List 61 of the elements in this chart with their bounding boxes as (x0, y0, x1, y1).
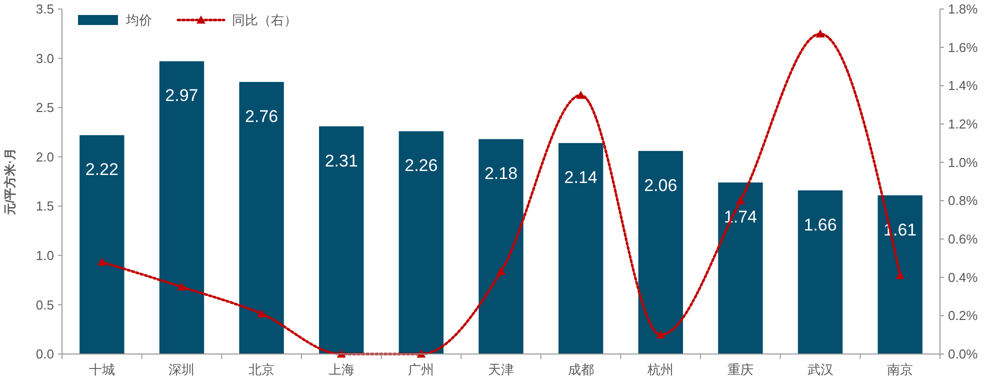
point (736, 196, 745, 204)
point (896, 270, 905, 280)
x-tick-label: 成都 (568, 362, 594, 377)
y2-tick-label: 0.2% (948, 308, 978, 324)
y2-tick-label: 1.6% (948, 40, 978, 55)
y2-tick-label: 0.4% (948, 270, 978, 285)
y-tick-label: 1.0 (36, 248, 54, 263)
point (496, 267, 506, 276)
x-tick-label: 武汉 (807, 362, 834, 377)
y2-tick-label: 1.8% (948, 2, 978, 17)
point (257, 309, 266, 318)
y2-tick-label: 0.6% (948, 232, 978, 247)
y-tick-label: 3.0 (36, 50, 54, 66)
y2-tick-label: 1.4% (948, 78, 978, 94)
y-tick-label: 3.5 (36, 2, 54, 17)
x-tick-label: 北京 (248, 362, 275, 377)
bar (478, 139, 524, 354)
x-tick-label: 南京 (887, 362, 914, 377)
y-tick-label: 2.5 (36, 100, 54, 116)
point (177, 282, 186, 291)
legend-label: 同比（右） (232, 12, 297, 28)
data-label: 2.97 (165, 86, 198, 106)
y2-tick-label: 0.0% (948, 346, 978, 362)
bar (558, 143, 604, 354)
data-label: 2.31 (324, 151, 358, 170)
x-tick-label: 深圳 (168, 362, 195, 377)
bar (159, 61, 204, 354)
bar (80, 135, 124, 354)
data-label: 2.06 (644, 176, 678, 195)
point (656, 330, 666, 338)
x-tick-label: 十城 (88, 362, 115, 377)
point (816, 29, 825, 38)
bar (239, 82, 284, 354)
legend-label: 均价 (125, 12, 152, 28)
data-label: 2.26 (404, 156, 438, 176)
x-tick-label: 天津 (488, 362, 514, 377)
point (97, 258, 106, 266)
bar (718, 182, 763, 354)
x-tick-label: 上海 (328, 362, 354, 377)
data-label: 2.22 (85, 160, 118, 180)
y2-tick-label: 1.0% (948, 154, 978, 170)
bar (638, 150, 683, 354)
y2-tick-label: 1.2% (948, 116, 978, 132)
y-tick-label: 1.5 (36, 198, 54, 214)
y-tick-label: 0.5 (36, 297, 54, 312)
bar (878, 195, 922, 354)
x-tick-label: 广州 (408, 362, 434, 377)
y-axis-title: 元/平方米·月 (3, 148, 17, 216)
bar (398, 131, 444, 354)
x-tick-label: 杭州 (646, 362, 674, 377)
x-tick-label: 重庆 (727, 362, 754, 377)
bar (319, 126, 364, 354)
y-tick-label: 0.0 (36, 346, 54, 362)
bar (798, 190, 843, 354)
data-label: 2.18 (484, 164, 518, 184)
data-label: 2.76 (245, 106, 278, 126)
point (576, 90, 586, 99)
y-tick-label: 2.0 (36, 149, 54, 164)
y2-tick-label: 0.8% (948, 193, 978, 208)
data-label: 2.14 (564, 168, 598, 188)
data-label: 1.66 (804, 215, 837, 234)
